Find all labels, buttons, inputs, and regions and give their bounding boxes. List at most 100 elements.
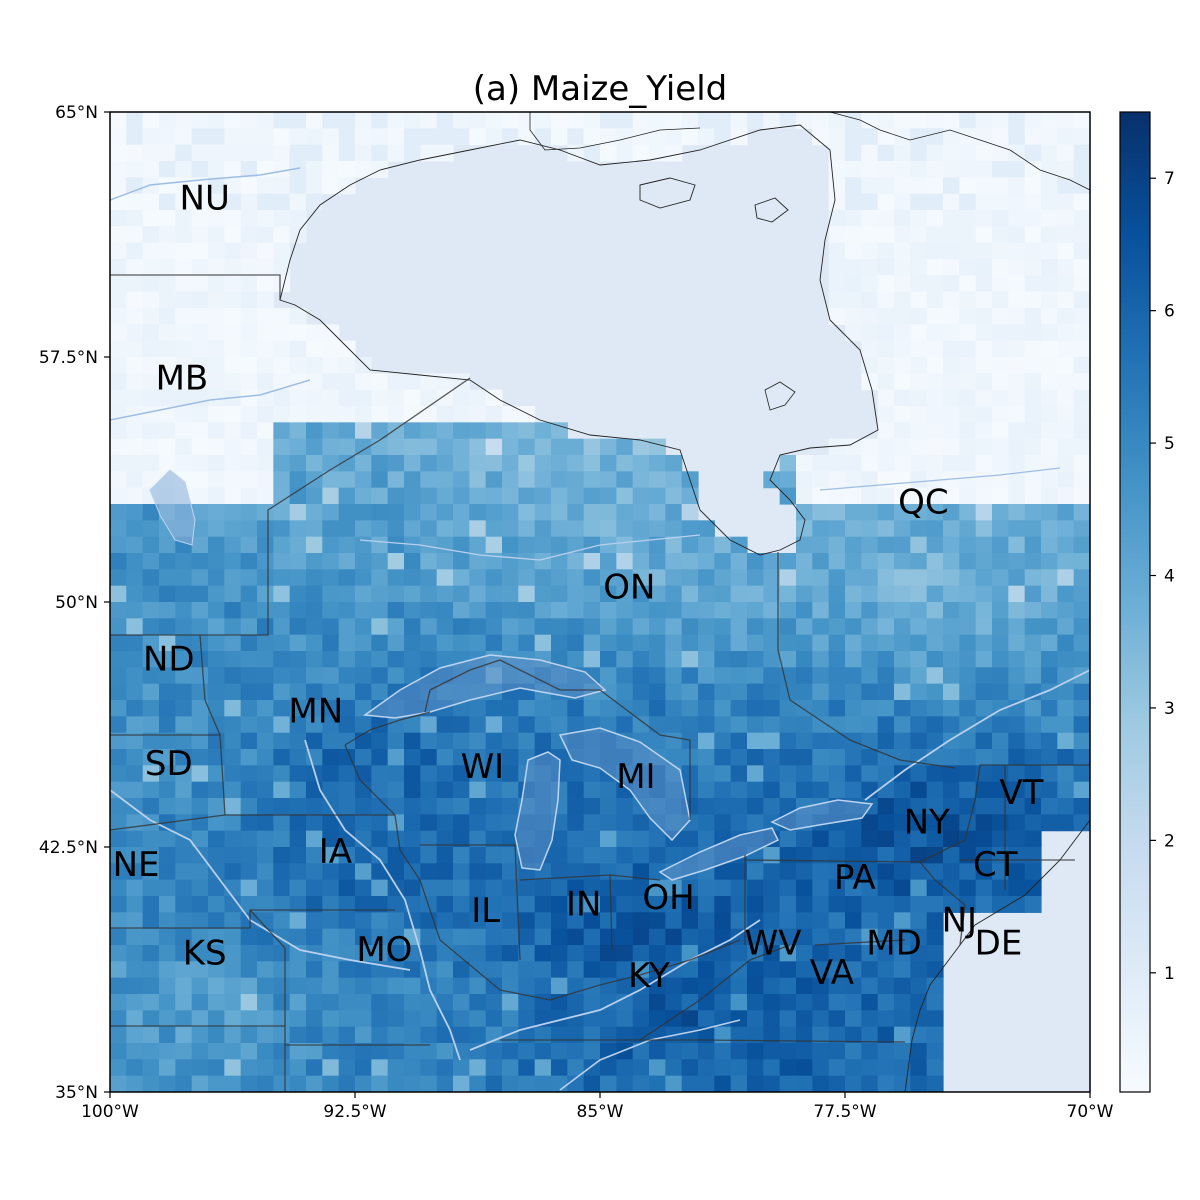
grid-cell [861, 488, 878, 505]
grid-cell [126, 896, 143, 913]
grid-cell [143, 520, 160, 537]
grid-cell [567, 945, 584, 962]
grid-cell [1025, 308, 1042, 325]
grid-cell [845, 1059, 862, 1076]
grid-cell [861, 324, 878, 341]
grid-cell [551, 1076, 568, 1093]
grid-cell [551, 455, 568, 472]
grid-cell [192, 994, 209, 1011]
grid-cell [110, 259, 127, 276]
grid-cell [388, 733, 405, 750]
grid-cell [682, 716, 699, 733]
grid-cell [992, 896, 1009, 913]
grid-cell [192, 161, 209, 178]
grid-cell [584, 814, 601, 831]
grid-cell [649, 684, 666, 701]
grid-cell [437, 961, 454, 978]
grid-cell [241, 226, 258, 243]
grid-cell [943, 210, 960, 227]
grid-cell [976, 700, 993, 717]
grid-cell [192, 112, 209, 129]
grid-cell [551, 716, 568, 733]
grid-cell [812, 586, 829, 603]
grid-cell [322, 112, 339, 129]
grid-cell [910, 684, 927, 701]
grid-cell [241, 194, 258, 211]
grid-cell [192, 259, 209, 276]
grid-cell [600, 896, 617, 913]
grid-cell [763, 700, 780, 717]
grid-cell [110, 471, 127, 488]
grid-cell [355, 145, 372, 162]
grid-cell [110, 569, 127, 586]
grid-cell [927, 667, 944, 684]
grid-cell [290, 1027, 307, 1044]
grid-cell [257, 733, 274, 750]
grid-cell [290, 357, 307, 374]
grid-cell [192, 684, 209, 701]
grid-cell [747, 814, 764, 831]
grid-cell [306, 488, 323, 505]
grid-cell [992, 390, 1009, 407]
grid-cell [861, 308, 878, 325]
grid-cell [290, 1076, 307, 1093]
grid-cell [159, 161, 176, 178]
grid-cell [910, 357, 927, 374]
grid-cell [355, 586, 372, 603]
grid-cell [567, 798, 584, 815]
grid-cell [502, 635, 519, 652]
grid-cell [861, 896, 878, 913]
grid-cell [1074, 259, 1091, 276]
grid-cell [306, 618, 323, 635]
grid-cell [355, 847, 372, 864]
grid-cell [257, 439, 274, 456]
grid-cell [910, 553, 927, 570]
grid-cell [927, 1043, 944, 1060]
grid-cell [992, 635, 1009, 652]
grid-cell [551, 128, 568, 145]
grid-cell [600, 798, 617, 815]
grid-cell [959, 504, 976, 521]
grid-cell [371, 373, 388, 390]
grid-cell [551, 1027, 568, 1044]
grid-cell [110, 961, 127, 978]
grid-cell [420, 602, 437, 619]
grid-cell [241, 520, 258, 537]
grid-cell [1074, 553, 1091, 570]
grid-cell [1025, 275, 1042, 292]
grid-cell [976, 504, 993, 521]
grid-cell [110, 161, 127, 178]
grid-cell [241, 210, 258, 227]
region-label-vt: VT [999, 773, 1043, 813]
grid-cell [1041, 471, 1058, 488]
grid-cell [224, 635, 241, 652]
grid-cell [600, 978, 617, 995]
grid-cell [959, 733, 976, 750]
grid-cell [714, 586, 731, 603]
grid-cell [861, 357, 878, 374]
grid-cell [829, 471, 846, 488]
grid-cell [1025, 324, 1042, 341]
grid-cell [584, 1027, 601, 1044]
colorbar-gradient [1120, 112, 1150, 1092]
grid-cell [143, 292, 160, 309]
grid-cell [208, 308, 225, 325]
grid-cell [665, 569, 682, 586]
grid-cell [682, 537, 699, 554]
grid-cell [224, 471, 241, 488]
grid-cell [420, 814, 437, 831]
grid-cell [355, 357, 372, 374]
grid-cell [355, 406, 372, 423]
grid-cell [143, 798, 160, 815]
grid-cell [535, 504, 552, 521]
grid-cell [404, 847, 421, 864]
grid-cell [502, 618, 519, 635]
grid-cell [584, 1076, 601, 1093]
grid-cell [257, 602, 274, 619]
grid-cell [192, 765, 209, 782]
grid-cell [1074, 733, 1091, 750]
grid-cell [241, 422, 258, 439]
grid-cell [469, 390, 486, 407]
grid-cell [1041, 422, 1058, 439]
grid-cell [535, 880, 552, 897]
